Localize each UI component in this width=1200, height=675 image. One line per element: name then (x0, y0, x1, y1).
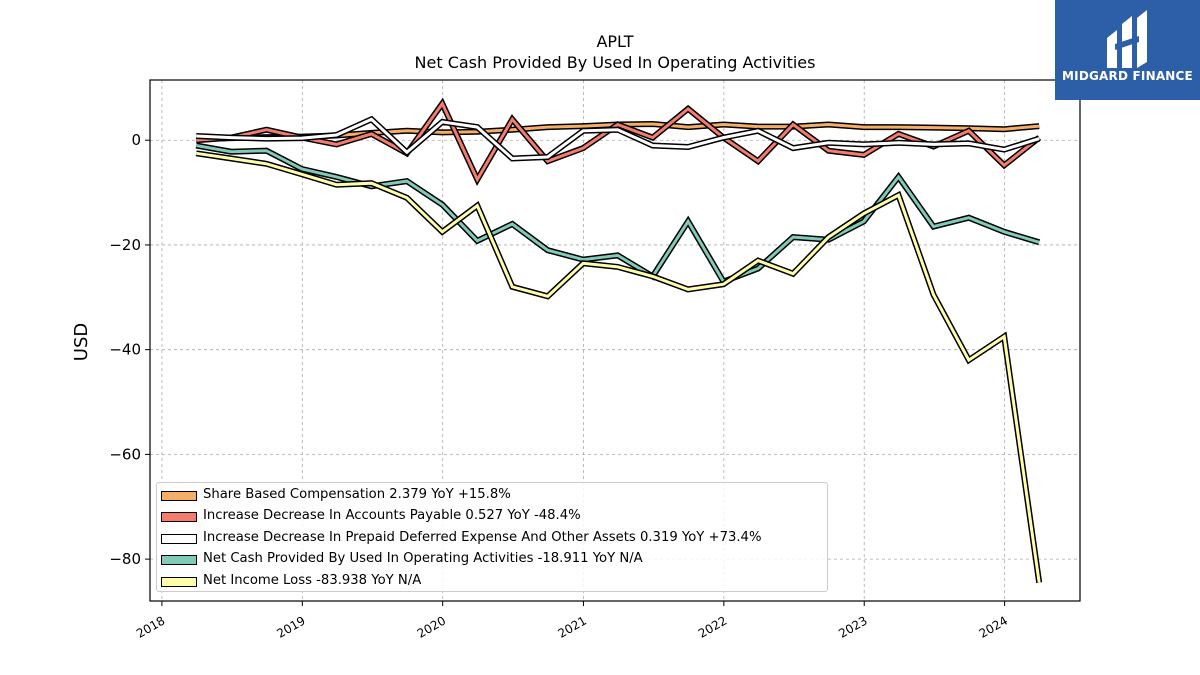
y-tick-label: −60 (109, 445, 141, 463)
chart-title: APLT (596, 32, 633, 51)
legend-swatch (161, 533, 197, 544)
midgard-logo-icon (1107, 10, 1147, 68)
y-tick-label: −40 (109, 341, 141, 359)
series-line (195, 150, 1043, 584)
legend-label: Increase Decrease In Prepaid Deferred Ex… (203, 529, 762, 545)
series-layer (195, 97, 1043, 584)
legend-label: Net Income Loss -83.938 YoY N/A (203, 572, 422, 588)
legend-item: Increase Decrease In Accounts Payable 0.… (157, 507, 827, 527)
legend-item: Share Based Compensation 2.379 YoY +15.8… (157, 486, 827, 506)
legend-swatch (161, 555, 197, 566)
legend-label: Share Based Compensation 2.379 YoY +15.8… (203, 487, 511, 502)
legend-label: Net Cash Provided By Used In Operating A… (203, 551, 643, 567)
legend-swatch (161, 512, 197, 523)
logo-text: MIDGARD FINANCE (1062, 69, 1193, 83)
legend-swatch (161, 491, 197, 501)
plot-frame (149, 79, 1081, 602)
series-line-fill (196, 100, 1041, 183)
midgard-logo: MIDGARD FINANCE (1055, 0, 1200, 100)
y-tick-label: −20 (109, 236, 141, 254)
y-tick-label: 0 (131, 131, 141, 149)
y-tick-label: −80 (109, 550, 141, 568)
legend-item: Increase Decrease In Prepaid Deferred Ex… (157, 529, 827, 549)
series-line (195, 97, 1042, 186)
series-line-fill (195, 151, 1041, 583)
x-tick-label: 2018 (134, 613, 167, 640)
legend-item: Net Cash Provided By Used In Operating A… (157, 550, 827, 570)
series-line-fill (195, 144, 1040, 284)
series-line (196, 115, 1041, 162)
x-tick-label: 2024 (977, 613, 1010, 640)
series-line (195, 142, 1041, 286)
x-tick-label: 2023 (836, 613, 869, 640)
x-tick-label: 2022 (696, 613, 729, 640)
x-tick-label: 2019 (274, 613, 307, 640)
chart-subtitle: Net Cash Provided By Used In Operating A… (415, 53, 816, 72)
x-tick-label: 2020 (415, 613, 448, 640)
legend-label: Increase Decrease In Accounts Payable 0.… (203, 508, 581, 524)
legend: Share Based Compensation 2.379 YoY +15.8… (156, 482, 828, 592)
legend-item: Net Income Loss -83.938 YoY N/A (157, 572, 827, 592)
series-line-fill (196, 117, 1040, 161)
legend-swatch (161, 576, 197, 587)
series-line-outline (195, 142, 1041, 286)
x-tick-label: 2021 (556, 613, 589, 640)
y-axis-label: USD (71, 323, 92, 361)
